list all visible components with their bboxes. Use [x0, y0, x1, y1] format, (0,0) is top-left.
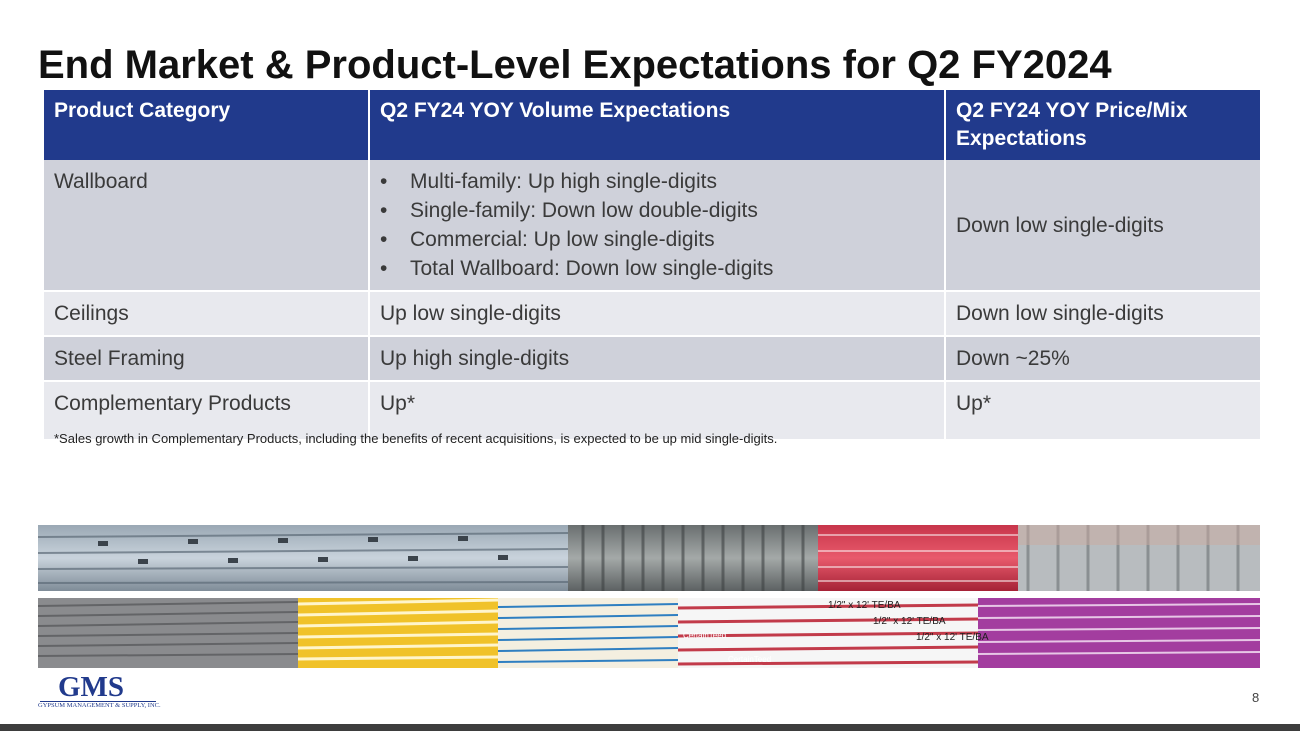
board-print-2: 1/2" x 12' TE/BA: [873, 616, 946, 627]
logo-word: GMS: [58, 671, 125, 703]
bullet-item: Single-family: Down low double-digits: [380, 196, 934, 225]
page-number: 8: [1252, 690, 1260, 705]
table-header-row: Product Category Q2 FY24 YOY Volume Expe…: [44, 90, 1260, 160]
wallboard-photo: 1/2" x 12' TE/BA 1/2" x 12' TE/BA 1/2" x…: [38, 598, 1260, 668]
table-row: Wallboard Multi-family: Up high single-d…: [44, 160, 1260, 292]
expectations-table: Product Category Q2 FY24 YOY Volume Expe…: [44, 90, 1260, 441]
cell-price: Up*: [945, 381, 1260, 441]
gms-logo: GMS GYPSUM MANAGEMENT & SUPPLY, INC.: [38, 671, 161, 709]
cell-volume: Up high single-digits: [369, 336, 946, 382]
bottom-bar: [0, 724, 1300, 731]
cell-category: Wallboard: [44, 160, 370, 292]
cell-price: Down low single-digits: [945, 160, 1260, 292]
board-print-4: CertainTeed: [683, 631, 726, 640]
bullet-item: Multi-family: Up high single-digits: [380, 167, 934, 196]
footnote: *Sales growth in Complementary Products,…: [54, 431, 778, 446]
table-row: Steel Framing Up high single-digits Down…: [44, 336, 1260, 382]
cell-category: Steel Framing: [44, 336, 370, 382]
wallboard-image: 1/2" x 12' TE/BA 1/2" x 12' TE/BA 1/2" x…: [38, 598, 1260, 668]
board-print-5: CertainTeed: [728, 655, 771, 664]
cell-category: Complementary Products: [44, 381, 370, 441]
board-print-3: 1/2" x 12' TE/BA: [916, 632, 989, 643]
cell-price: Down ~25%: [945, 336, 1260, 382]
table-row: Ceilings Up low single-digits Down low s…: [44, 291, 1260, 337]
slide-title: End Market & Product-Level Expectations …: [38, 43, 1112, 87]
volume-bullet-list: Multi-family: Up high single-digits Sing…: [380, 167, 934, 283]
header-volume-expectations: Q2 FY24 YOY Volume Expectations: [369, 90, 946, 160]
cell-price: Down low single-digits: [945, 291, 1260, 337]
cell-volume: Up*: [369, 381, 946, 441]
logo-subtitle: GYPSUM MANAGEMENT & SUPPLY, INC.: [38, 702, 161, 709]
header-price-mix-expectations: Q2 FY24 YOY Price/Mix Expectations: [945, 90, 1260, 160]
steel-framing-photo: [38, 525, 1260, 591]
cell-category: Ceilings: [44, 291, 370, 337]
cell-volume: Multi-family: Up high single-digits Sing…: [369, 160, 946, 292]
logo-divider: [40, 701, 156, 702]
table-row: Complementary Products Up* Up*: [44, 381, 1260, 441]
cell-volume: Up low single-digits: [369, 291, 946, 337]
header-product-category: Product Category: [44, 90, 370, 160]
board-print-1: 1/2" x 12' TE/BA: [828, 600, 901, 611]
steel-framing-image: [38, 525, 1260, 591]
bullet-item: Commercial: Up low single-digits: [380, 225, 934, 254]
bullet-item: Total Wallboard: Down low single-digits: [380, 254, 934, 283]
